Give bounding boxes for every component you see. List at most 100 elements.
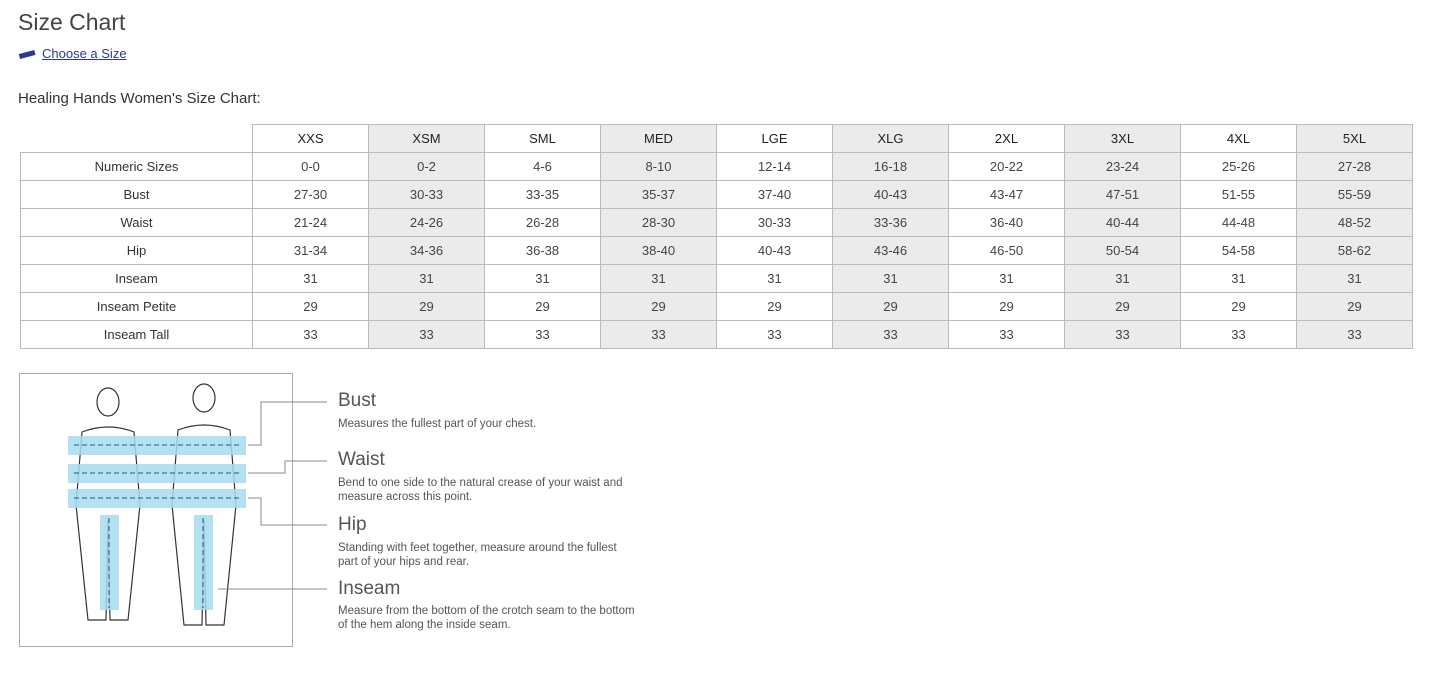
- column-header: XSM: [368, 124, 485, 153]
- table-cell: 25-26: [1180, 152, 1297, 181]
- table-cell: 31: [600, 264, 717, 293]
- table-cell: 43-46: [832, 236, 949, 265]
- table-cell: 26-28: [484, 208, 601, 237]
- table-row: Bust 27-30 30-33 33-35 35-37 37-40 40-43 43-47 4…: [20, 180, 1413, 209]
- guide-waist-title: Waist: [338, 449, 385, 470]
- table-cell: 29: [252, 292, 369, 321]
- size-table: XXS XSM SML MED LGE XLG 2XL 3XL 4XL 5XL Numeric Si…: [20, 124, 1413, 349]
- table-cell: 30-33: [716, 208, 833, 237]
- table-cell: 33: [1180, 320, 1297, 349]
- table-row: Inseam Petite 29 29 29 29 29 29 29 29 29 29: [20, 292, 1413, 321]
- row-label: Inseam Petite: [20, 292, 253, 321]
- table-cell: 29: [600, 292, 717, 321]
- guide-hip-desc: Standing with feet together, measure aro…: [338, 542, 617, 568]
- column-header: 4XL: [1180, 124, 1297, 153]
- table-cell: 46-50: [948, 236, 1065, 265]
- table-cell: 31: [1180, 264, 1297, 293]
- table-cell: 29: [1296, 292, 1413, 321]
- guide-inseam-desc: Measure from the bottom of the crotch se…: [338, 605, 635, 631]
- ruler-icon: [18, 49, 36, 59]
- row-label: Inseam: [20, 264, 253, 293]
- table-row: Inseam Tall 33 33 33 33 33 33 33 33 33 33: [20, 320, 1413, 349]
- row-label: Waist: [20, 208, 253, 237]
- column-header: XLG: [832, 124, 949, 153]
- table-cell: 31: [948, 264, 1065, 293]
- table-cell: 33: [484, 320, 601, 349]
- table-cell: 33: [948, 320, 1065, 349]
- table-cell: 33-35: [484, 180, 601, 209]
- table-cell: 27-28: [1296, 152, 1413, 181]
- table-row: Inseam 31 31 31 31 31 31 31 31 31 31: [20, 264, 1413, 293]
- table-cell: 31: [252, 264, 369, 293]
- table-cell: 29: [832, 292, 949, 321]
- page-title: Size Chart: [18, 9, 126, 35]
- table-cell: 31: [1296, 264, 1413, 293]
- table-cell: 4-6: [484, 152, 601, 181]
- measurement-illustration: [19, 373, 293, 647]
- table-cell: 29: [1180, 292, 1297, 321]
- table-cell: 34-36: [368, 236, 485, 265]
- table-cell: 28-30: [600, 208, 717, 237]
- table-cell: 51-55: [1180, 180, 1297, 209]
- table-cell: 33: [252, 320, 369, 349]
- column-header: 5XL: [1296, 124, 1413, 153]
- row-label: Inseam Tall: [20, 320, 253, 349]
- table-cell: 33: [832, 320, 949, 349]
- table-cell: 44-48: [1180, 208, 1297, 237]
- row-label: Numeric Sizes: [20, 152, 253, 181]
- table-cell: 33: [600, 320, 717, 349]
- table-cell: 29: [716, 292, 833, 321]
- table-cell: 27-30: [252, 180, 369, 209]
- guide-bust-desc: Measures the fullest part of your chest.: [338, 418, 537, 430]
- table-cell: 31: [368, 264, 485, 293]
- guide-bust-title: Bust: [338, 390, 377, 411]
- table-cell: 29: [484, 292, 601, 321]
- table-cell: 50-54: [1064, 236, 1181, 265]
- choose-size-link[interactable]: Choose a Size: [42, 46, 127, 61]
- table-cell: 58-62: [1296, 236, 1413, 265]
- table-cell: 21-24: [252, 208, 369, 237]
- row-label: Hip: [20, 236, 253, 265]
- table-cell: 55-59: [1296, 180, 1413, 209]
- table-row: Waist 21-24 24-26 26-28 28-30 30-33 33-36 36-40…: [20, 208, 1413, 237]
- table-cell: 40-43: [716, 236, 833, 265]
- column-header: 3XL: [1064, 124, 1181, 153]
- table-cell: 31: [832, 264, 949, 293]
- choose-size-link-row[interactable]: Choose a Size: [18, 46, 127, 61]
- table-cell: 38-40: [600, 236, 717, 265]
- table-cell: 33-36: [832, 208, 949, 237]
- table-cell: 31: [1064, 264, 1181, 293]
- table-cell: 54-58: [1180, 236, 1297, 265]
- body-figures-drawing: [68, 383, 327, 626]
- table-cell: 29: [368, 292, 485, 321]
- table-cell: 8-10: [600, 152, 717, 181]
- table-cell: 40-43: [832, 180, 949, 209]
- row-label: Bust: [20, 180, 253, 209]
- column-header: XXS: [252, 124, 369, 153]
- table-cell: 29: [1064, 292, 1181, 321]
- table-header-row: XXS XSM SML MED LGE XLG 2XL 3XL 4XL 5XL: [20, 124, 1413, 153]
- table-cell: 40-44: [1064, 208, 1181, 237]
- table-cell: 23-24: [1064, 152, 1181, 181]
- table-cell: 37-40: [716, 180, 833, 209]
- table-cell: 43-47: [948, 180, 1065, 209]
- table-cell: 0-0: [252, 152, 369, 181]
- table-cell: 30-33: [368, 180, 485, 209]
- table-cell: 36-40: [948, 208, 1065, 237]
- table-cell: 0-2: [368, 152, 485, 181]
- guide-waist-desc: Bend to one side to the natural crease o…: [338, 477, 623, 503]
- table-cell: 33: [1064, 320, 1181, 349]
- table-cell: 33: [1296, 320, 1413, 349]
- table-cell: 33: [368, 320, 485, 349]
- chart-subtitle: Healing Hands Women's Size Chart:: [18, 90, 261, 107]
- table-cell: 36-38: [484, 236, 601, 265]
- table-row: Numeric Sizes 0-0 0-2 4-6 8-10 12-14 16-18 20-2…: [20, 152, 1413, 181]
- table-row: Hip 31-34 34-36 36-38 38-40 40-43 43-46 46-50 50…: [20, 236, 1413, 265]
- table-cell: 33: [716, 320, 833, 349]
- table-cell: 24-26: [368, 208, 485, 237]
- column-header: LGE: [716, 124, 833, 153]
- table-cell: 20-22: [948, 152, 1065, 181]
- guide-inseam-title: Inseam: [338, 578, 401, 599]
- column-header: MED: [600, 124, 717, 153]
- table-cell: 48-52: [1296, 208, 1413, 237]
